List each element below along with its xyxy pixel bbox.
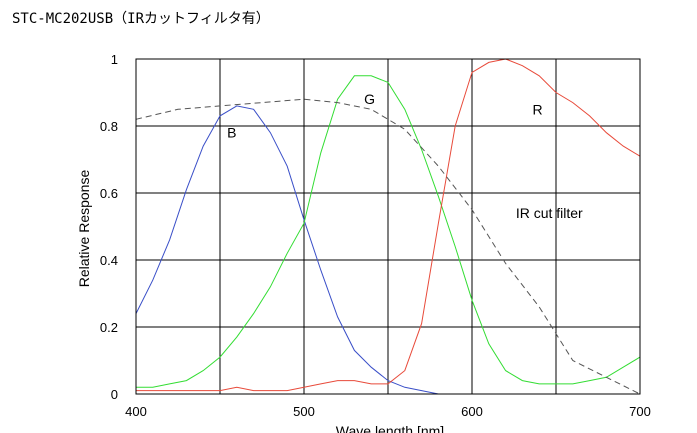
x-tick-label: 700 [629,404,651,419]
x-tick-label: 400 [125,404,147,419]
y-tick-label: 0.8 [100,119,118,134]
y-tick-label: 0.4 [100,253,118,268]
x-tick-label: 600 [461,404,483,419]
series-label: B [227,125,236,141]
series-label: G [364,91,375,107]
x-axis-label: Wave length [nm] [336,423,444,433]
series-label: IR cut filter [516,205,583,221]
x-tick-label: 500 [293,404,315,419]
series-layer [135,58,641,395]
y-tick-label: 0 [111,387,118,402]
y-axis-label: Relative Response [76,170,92,288]
series-line-ir-cut-filter [135,98,641,395]
series-label: R [532,101,542,117]
y-tick-label: 0.2 [100,320,118,335]
plot-frame [135,58,641,395]
grid [135,58,641,395]
series-line-r [136,58,641,392]
series-labels: B G R IR cut filter [227,91,583,221]
series-line-b [135,105,439,395]
y-tick-label: 1 [111,52,118,67]
series-line-g [136,75,641,388]
y-tick-label: 0.6 [100,186,118,201]
chart-title: STC-MC202USB（IRカットフィルタ有） [12,11,270,27]
tick-labels: 0 0.2 0.4 0.6 0.8 1 400 500 600 700 [100,52,651,419]
